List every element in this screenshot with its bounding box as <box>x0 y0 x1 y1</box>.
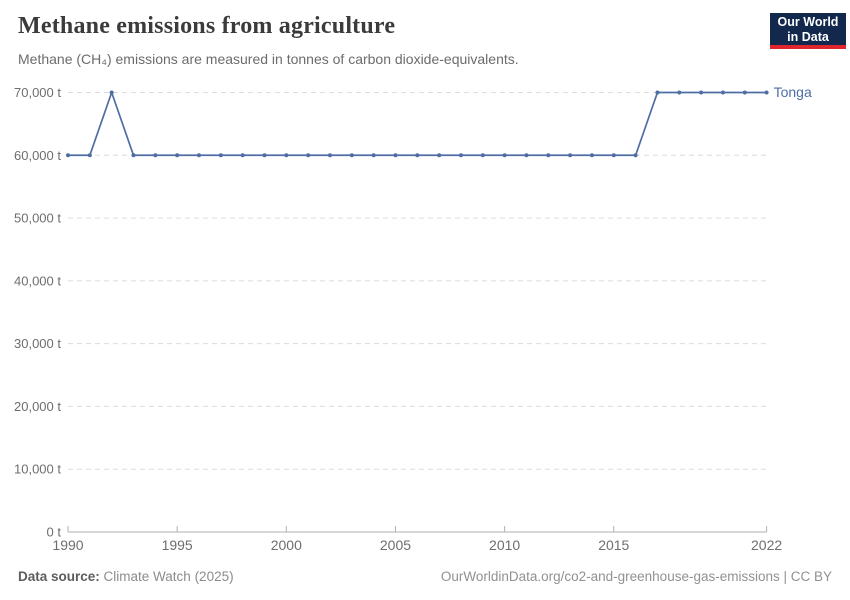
owid-link[interactable]: OurWorldinData.org/co2-and-greenhouse-ga… <box>440 569 832 584</box>
data-source: Data source: Climate Watch (2025) <box>18 569 234 584</box>
data-point[interactable] <box>480 153 485 158</box>
data-point[interactable] <box>458 153 463 158</box>
data-point[interactable] <box>699 90 704 95</box>
data-point[interactable] <box>371 153 376 158</box>
y-tick-label: 30,000 t <box>14 336 61 351</box>
y-tick-label: 20,000 t <box>14 399 61 414</box>
data-point[interactable] <box>415 153 420 158</box>
x-tick-label: 1990 <box>52 537 83 553</box>
data-point[interactable] <box>196 153 201 158</box>
chart-title: Methane emissions from agriculture <box>18 13 396 39</box>
data-point[interactable] <box>633 153 638 158</box>
data-point[interactable] <box>437 153 442 158</box>
data-point[interactable] <box>87 153 92 158</box>
data-point[interactable] <box>131 153 136 158</box>
data-point[interactable] <box>153 153 158 158</box>
data-point[interactable] <box>327 153 332 158</box>
series-line[interactable] <box>68 91 767 157</box>
data-point[interactable] <box>524 153 529 158</box>
owid-logo: Our World in Data <box>770 13 846 49</box>
chart-subtitle: Methane (CH₄) emissions are measured in … <box>18 51 519 67</box>
data-point[interactable] <box>568 153 573 158</box>
x-tick-label: 2010 <box>489 537 520 553</box>
series-end-label[interactable]: Tonga <box>774 84 812 100</box>
data-point[interactable] <box>502 153 507 158</box>
y-tick-label: 0 t <box>47 525 62 540</box>
x-tick-label: 2022 <box>751 537 782 553</box>
data-point[interactable] <box>218 153 223 158</box>
data-point[interactable] <box>720 90 725 95</box>
x-tick-label: 1995 <box>162 537 193 553</box>
y-tick-label: 60,000 t <box>14 148 61 163</box>
data-point[interactable] <box>240 153 245 158</box>
data-point[interactable] <box>262 153 267 158</box>
data-point[interactable] <box>109 90 114 95</box>
data-point[interactable] <box>655 90 660 95</box>
data-point[interactable] <box>742 90 747 95</box>
x-tick-label: 2000 <box>271 537 302 553</box>
y-tick-label: 10,000 t <box>14 462 61 477</box>
data-point[interactable] <box>546 153 551 158</box>
data-point[interactable] <box>764 90 769 95</box>
x-tick-label: 2015 <box>598 537 629 553</box>
owid-logo-line1: Our World <box>777 15 839 29</box>
data-point[interactable] <box>611 153 616 158</box>
y-tick-label: 50,000 t <box>14 211 61 226</box>
owid-logo-line2: in Data <box>787 30 829 44</box>
data-point[interactable] <box>589 153 594 158</box>
data-point[interactable] <box>66 153 70 158</box>
y-tick-label: 70,000 t <box>14 85 61 100</box>
y-tick-label: 40,000 t <box>14 273 61 288</box>
data-point[interactable] <box>393 153 398 158</box>
data-source-label: Data source: <box>18 569 100 584</box>
data-point[interactable] <box>306 153 311 158</box>
data-point[interactable] <box>175 153 180 158</box>
data-point[interactable] <box>677 90 682 95</box>
data-source-value: Climate Watch (2025) <box>103 569 234 584</box>
data-point[interactable] <box>284 153 289 158</box>
x-tick-label: 2005 <box>380 537 411 553</box>
data-point[interactable] <box>349 153 354 158</box>
